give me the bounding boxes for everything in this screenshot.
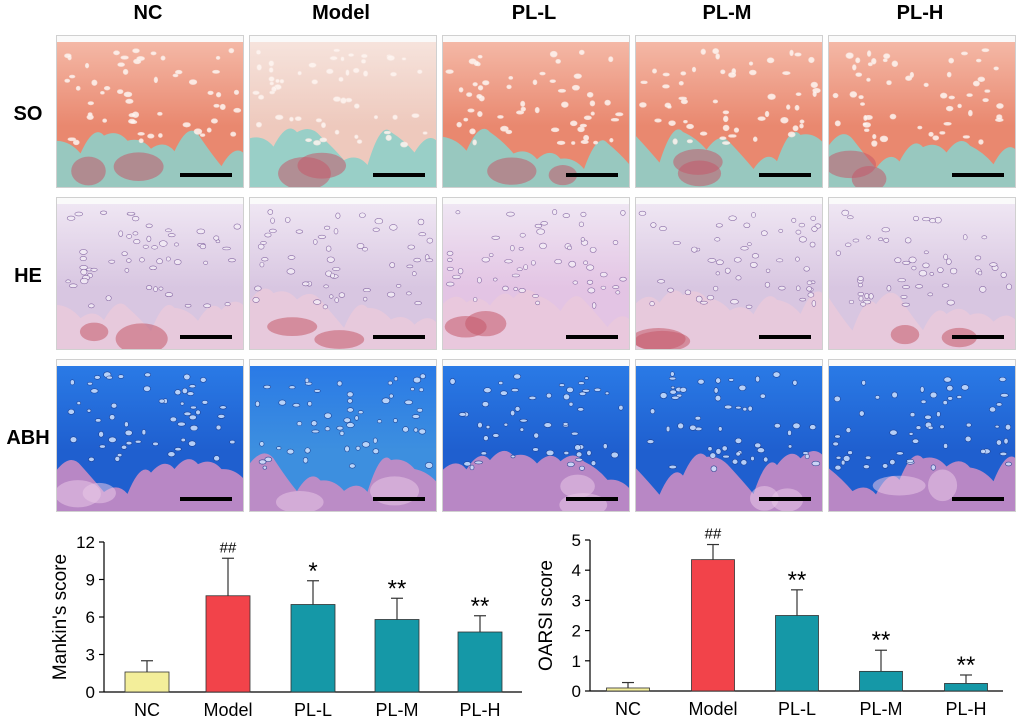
mankin-y-tick-label: 9: [86, 571, 95, 590]
oarsi-y-tick-label: 5: [572, 531, 581, 550]
oarsi-category-label: PL-M: [859, 699, 902, 719]
oarsi-significance-label: ##: [705, 526, 722, 543]
oarsi-y-tick-label: 3: [572, 591, 581, 610]
histology-panel-he-pl-h: [828, 197, 1016, 350]
mankin-significance-label: ##: [220, 539, 237, 556]
histology-panel-abh-pl-l: [442, 359, 630, 512]
mankin-significance-label: *: [308, 558, 317, 585]
histology-panel-so-pl-m: [635, 35, 823, 188]
mankin-y-tick-label: 0: [86, 683, 95, 702]
histology-panel-abh-pl-h: [828, 359, 1016, 512]
histology-panel-abh-model: [249, 359, 437, 512]
mankin-y-tick-label: 12: [76, 533, 95, 552]
mankin-y-axis-label: Mankin's score: [50, 554, 71, 680]
mankin-bar-pl-l: [290, 604, 336, 693]
mankin-y-tick-label: 6: [86, 608, 95, 627]
mankin-bar-model: [205, 595, 251, 693]
histology-panel-abh-pl-m: [635, 359, 823, 512]
oarsi-bar-model: [691, 559, 735, 692]
mankin-category-label: Model: [203, 700, 252, 720]
mankin-chart-group: 0 3 6 9 12 Mankin's score NC ## Model * PL-L ** PL-M…: [50, 533, 522, 720]
mankin-bar-nc: [124, 671, 170, 693]
mankin-significance-label: **: [471, 593, 490, 620]
histology-panel-so-nc: [56, 35, 244, 188]
mankin-category-label: NC: [134, 700, 160, 720]
histology-panel-abh-nc: [56, 359, 244, 512]
histology-panel-so-model: [249, 35, 437, 188]
oarsi-category-label: Model: [688, 699, 737, 719]
oarsi-category-label: PL-L: [778, 699, 816, 719]
mankin-category-label: PL-L: [294, 700, 332, 720]
oarsi-significance-label: **: [957, 652, 976, 679]
oarsi-y-tick-label: 1: [572, 652, 581, 671]
mankin-bar-pl-m: [374, 619, 420, 693]
histology-panel-he-model: [249, 197, 437, 350]
oarsi-y-tick-label: 0: [572, 682, 581, 701]
oarsi-bar-pl-l: [775, 615, 819, 692]
histology-panel-he-pl-l: [442, 197, 630, 350]
row-label-he: HE: [14, 265, 42, 287]
mankin-category-label: PL-H: [459, 700, 500, 720]
oarsi-bar-nc: [606, 687, 650, 692]
oarsi-significance-label: **: [788, 567, 807, 594]
histology-panel-he-pl-m: [635, 197, 823, 350]
oarsi-significance-label: **: [872, 627, 891, 654]
column-title-nc: NC: [133, 2, 163, 24]
histology-panel-so-pl-l: [442, 35, 630, 188]
oarsi-bar-pl-h: [944, 683, 988, 692]
row-label-so: SO: [13, 103, 43, 125]
oarsi-category-label: NC: [615, 699, 641, 719]
column-title-pl-h: PL-H: [896, 2, 944, 24]
mankin-category-label: PL-M: [375, 700, 418, 720]
oarsi-bar-pl-m: [859, 670, 903, 692]
oarsi-chart-group: 0 1 2 3 4 5 OARSI score NC ## Model ** PL-L ** PL-M **…: [536, 526, 1003, 719]
column-title-model: Model: [312, 2, 370, 24]
mankin-significance-label: **: [388, 575, 407, 602]
mankin-y-tick-label: 3: [86, 646, 95, 665]
histology-panel-he-nc: [56, 197, 244, 350]
column-title-pl-m: PL-M: [702, 2, 752, 24]
oarsi-y-tick-label: 4: [572, 561, 581, 580]
mankin-bar-pl-h: [457, 631, 503, 693]
oarsi-y-tick-label: 2: [572, 622, 581, 641]
oarsi-y-axis-label: OARSI score: [536, 560, 557, 671]
histology-panel-so-pl-h: [828, 35, 1016, 188]
oarsi-category-label: PL-H: [945, 699, 986, 719]
row-label-abh: ABH: [6, 427, 50, 449]
column-title-pl-l: PL-L: [511, 2, 557, 24]
